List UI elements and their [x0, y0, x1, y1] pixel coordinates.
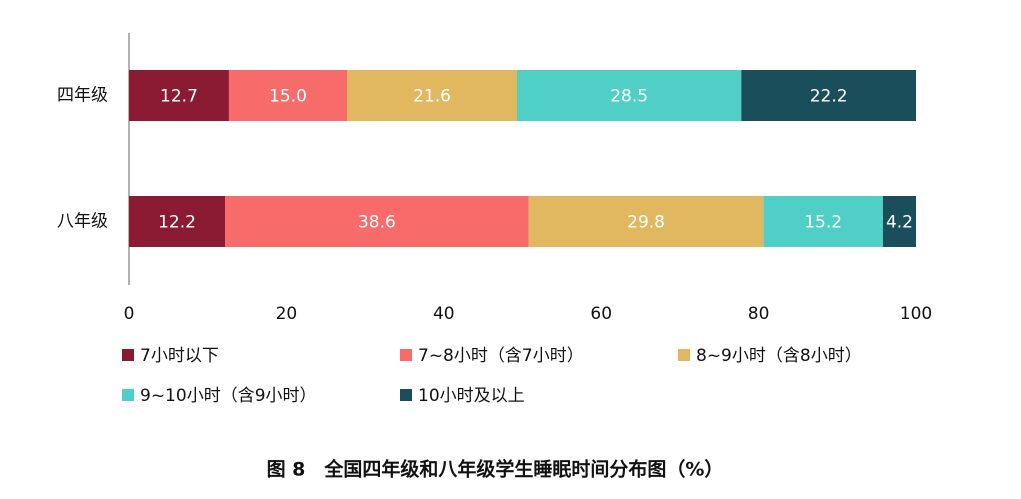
data-label: 4.2 [886, 213, 913, 233]
x-tick-label: 20 [276, 304, 298, 324]
legend-swatch [400, 349, 412, 361]
data-label: 22.2 [810, 87, 848, 107]
bar-segment [225, 196, 529, 247]
bar-segment [516, 70, 742, 121]
y-tick-label: 四年级 [57, 86, 108, 106]
data-label: 15.2 [804, 213, 842, 233]
bar-segment [346, 70, 517, 121]
legend-swatch [400, 389, 412, 401]
legend-label: 7~8小时（含7小时） [418, 346, 584, 366]
legend-swatch [122, 389, 134, 401]
x-tick-label: 80 [748, 304, 770, 324]
data-label: 12.7 [160, 87, 198, 107]
chart-title: 图 8 全国四年级和八年级学生睡眠时间分布图（%） [267, 458, 724, 481]
bar-segment [129, 196, 226, 247]
legend-label: 10小时及以上 [418, 386, 525, 406]
x-tick-label: 40 [433, 304, 455, 324]
data-label: 15.0 [269, 87, 307, 107]
legend-swatch [122, 349, 134, 361]
data-label: 21.6 [413, 87, 451, 107]
data-label: 12.2 [158, 213, 196, 233]
bar-segment [129, 70, 229, 121]
x-tick-label: 60 [590, 304, 612, 324]
bar-segment [763, 196, 883, 247]
bar-segment [741, 70, 916, 121]
x-tick-label: 100 [900, 304, 932, 324]
y-tick-label: 八年级 [57, 212, 108, 232]
bar-segment [528, 196, 764, 247]
x-tick-label: 0 [124, 304, 135, 324]
legend-label: 7小时以下 [140, 346, 219, 366]
data-label: 29.8 [627, 213, 665, 233]
data-label: 28.5 [610, 87, 648, 107]
data-label: 38.6 [358, 213, 396, 233]
legend-label: 8~9小时（含8小时） [696, 346, 862, 366]
bar-segment [882, 196, 916, 247]
bar-segment [228, 70, 347, 121]
legend-swatch [678, 349, 690, 361]
legend-label: 9~10小时（含9小时） [140, 386, 317, 406]
